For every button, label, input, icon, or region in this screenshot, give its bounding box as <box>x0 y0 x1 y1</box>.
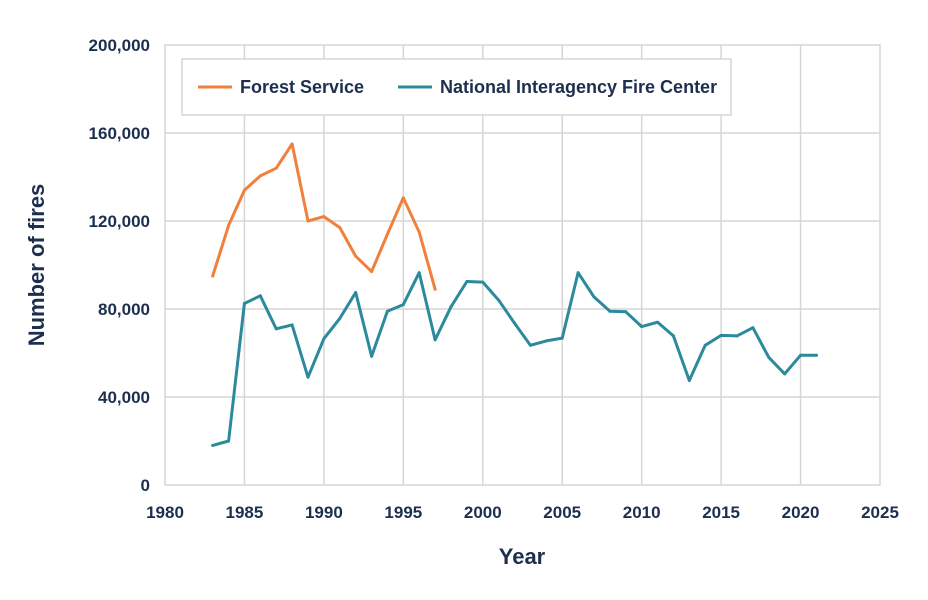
data-point-national-interagency-fire-center <box>274 327 278 331</box>
data-point-forest-service <box>354 254 358 258</box>
data-point-forest-service <box>211 274 215 278</box>
data-point-national-interagency-fire-center <box>433 338 437 342</box>
data-point-national-interagency-fire-center <box>290 323 294 327</box>
data-point-forest-service <box>227 223 231 227</box>
x-tick-label: 2020 <box>782 503 820 522</box>
y-axis-title: Number of fires <box>24 184 49 347</box>
plot-area <box>165 45 880 485</box>
series-group <box>211 142 818 447</box>
legend-box <box>181 58 732 116</box>
y-tick-label: 160,000 <box>89 124 150 143</box>
y-tick-label: 40,000 <box>98 388 150 407</box>
data-point-national-interagency-fire-center <box>624 310 628 314</box>
data-point-forest-service <box>401 196 405 200</box>
data-point-national-interagency-fire-center <box>242 302 246 305</box>
data-point-national-interagency-fire-center <box>528 343 532 347</box>
data-point-national-interagency-fire-center <box>354 291 358 294</box>
legend-label-forest-service: Forest Service <box>240 77 364 97</box>
data-point-national-interagency-fire-center <box>417 271 421 275</box>
data-point-forest-service <box>274 166 278 170</box>
y-tick-label: 0 <box>141 476 150 495</box>
y-tick-label: 200,000 <box>89 36 150 55</box>
grid <box>165 45 880 485</box>
x-tick-label: 2025 <box>861 503 899 522</box>
legend-label-nifc: National Interagency Fire Center <box>440 77 717 97</box>
data-point-national-interagency-fire-center <box>592 295 596 299</box>
data-point-national-interagency-fire-center <box>735 334 739 338</box>
data-point-forest-service <box>370 270 374 274</box>
data-point-national-interagency-fire-center <box>449 305 453 309</box>
data-point-forest-service <box>242 188 246 192</box>
data-point-forest-service <box>433 287 437 291</box>
data-point-national-interagency-fire-center <box>576 271 580 275</box>
data-point-national-interagency-fire-center <box>687 379 691 382</box>
data-point-forest-service <box>290 142 294 146</box>
data-point-national-interagency-fire-center <box>497 298 501 302</box>
data-point-national-interagency-fire-center <box>703 343 707 347</box>
data-point-national-interagency-fire-center <box>560 336 564 340</box>
data-point-national-interagency-fire-center <box>640 325 644 329</box>
x-tick-label: 2010 <box>623 503 661 522</box>
data-point-forest-service <box>338 226 342 230</box>
y-tick-label: 80,000 <box>98 300 150 319</box>
data-point-national-interagency-fire-center <box>719 333 723 337</box>
data-point-national-interagency-fire-center <box>767 355 771 359</box>
data-point-national-interagency-fire-center <box>751 326 755 330</box>
legend: Forest Service National Interagency Fire… <box>181 58 732 116</box>
data-point-national-interagency-fire-center <box>814 353 818 357</box>
data-point-national-interagency-fire-center <box>227 439 231 443</box>
x-tick-label: 1995 <box>384 503 422 522</box>
x-tick-label: 1990 <box>305 503 343 522</box>
x-tick-label: 1980 <box>146 503 184 522</box>
data-point-national-interagency-fire-center <box>799 353 803 357</box>
data-point-forest-service <box>258 174 262 178</box>
data-point-national-interagency-fire-center <box>481 280 485 284</box>
data-point-national-interagency-fire-center <box>465 280 469 283</box>
y-axis-ticks: 0 40,000 80,000 120,000 160,000 200,000 <box>89 36 150 495</box>
data-point-forest-service <box>322 215 326 219</box>
data-point-forest-service <box>417 230 421 234</box>
x-axis-title: Year <box>499 544 546 569</box>
x-tick-label: 1985 <box>226 503 264 522</box>
data-point-national-interagency-fire-center <box>211 443 215 447</box>
data-point-national-interagency-fire-center <box>401 303 405 307</box>
data-point-national-interagency-fire-center <box>338 316 342 320</box>
data-point-national-interagency-fire-center <box>656 320 660 324</box>
data-point-forest-service <box>306 219 310 223</box>
data-point-national-interagency-fire-center <box>322 337 326 341</box>
data-point-national-interagency-fire-center <box>544 339 548 343</box>
data-point-national-interagency-fire-center <box>306 375 310 379</box>
data-point-national-interagency-fire-center <box>671 334 675 338</box>
plot-border <box>164 44 881 486</box>
x-tick-label: 2015 <box>702 503 740 522</box>
y-tick-label: 120,000 <box>89 212 150 231</box>
data-point-national-interagency-fire-center <box>608 309 612 313</box>
data-point-national-interagency-fire-center <box>513 321 517 325</box>
x-tick-label: 2005 <box>543 503 581 522</box>
data-point-national-interagency-fire-center <box>385 309 389 313</box>
data-point-national-interagency-fire-center <box>783 372 787 376</box>
data-point-national-interagency-fire-center <box>370 354 374 358</box>
data-point-national-interagency-fire-center <box>258 294 262 298</box>
data-point-forest-service <box>385 232 389 236</box>
x-axis-ticks: 1980 1985 1990 1995 2000 2005 2010 2015 2020 2025 <box>146 503 899 522</box>
x-tick-label: 2000 <box>464 503 502 522</box>
